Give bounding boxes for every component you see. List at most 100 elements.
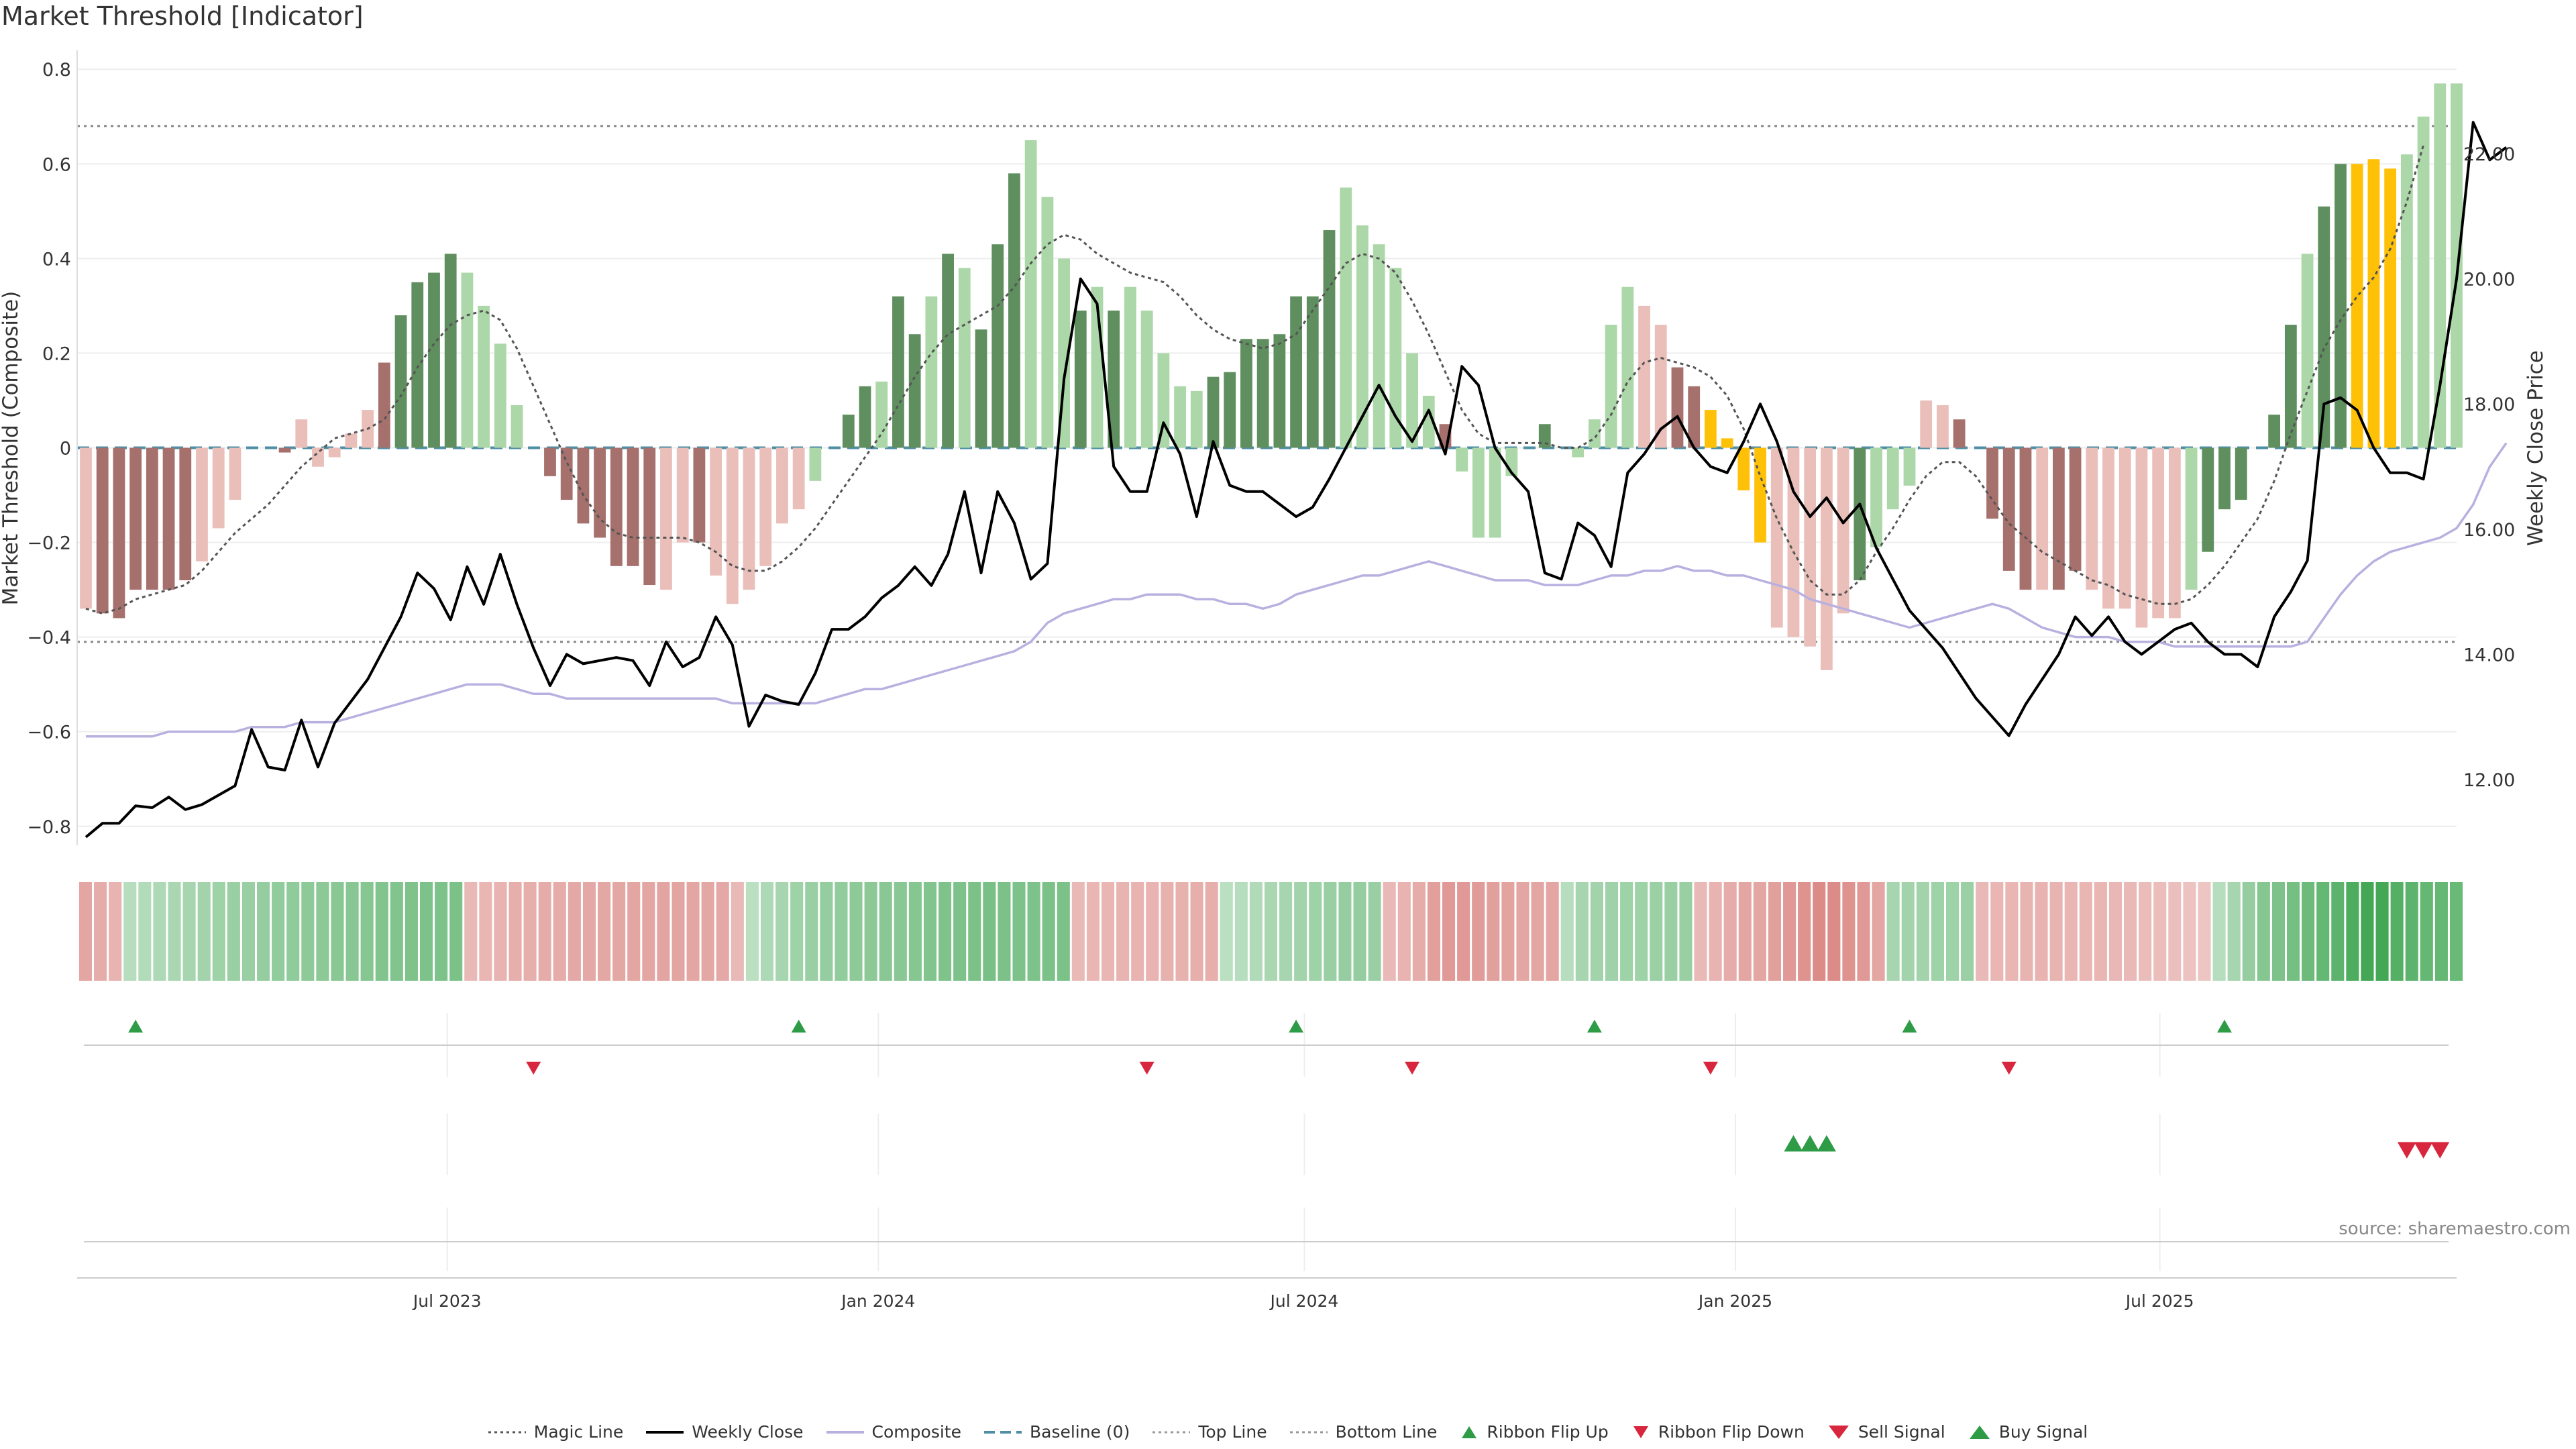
- ribbon-cell: [2153, 882, 2167, 981]
- composite-bar: [1920, 400, 1933, 448]
- ribbon-cell: [1827, 882, 1841, 981]
- composite-bar: [975, 329, 987, 448]
- ribbon-cell: [435, 882, 448, 981]
- composite-bar: [1190, 390, 1203, 448]
- composite-bar: [2052, 447, 2065, 590]
- legend-magic-line: Magic Line: [488, 1422, 623, 1442]
- ribbon-cell: [642, 882, 655, 981]
- x-tick-label: Jul 2025: [2125, 1291, 2194, 1311]
- ribbon-cell: [405, 882, 418, 981]
- ribbon-cell: [316, 882, 329, 981]
- ribbon-cell: [1457, 882, 1470, 981]
- ribbon-cell: [2361, 882, 2374, 981]
- composite-bar: [1074, 310, 1087, 448]
- ribbon-cell: [760, 882, 774, 981]
- ribbon-cell: [2331, 882, 2345, 981]
- ribbon-cell: [879, 882, 892, 981]
- ribbon-cell: [1560, 882, 1574, 981]
- composite-bar: [1456, 447, 1468, 472]
- ribbon-cell: [1042, 882, 1055, 981]
- legend-bottom-line: Bottom Line: [1289, 1422, 1437, 1442]
- composite-bar: [2019, 447, 2032, 590]
- ribbon-cell: [1131, 882, 1144, 981]
- composite-bar: [80, 447, 92, 609]
- ribbon-cell: [582, 882, 596, 981]
- composite-bar: [2218, 447, 2231, 510]
- legend-label: Ribbon Flip Down: [1658, 1422, 1805, 1442]
- legend-weekly-swatch: [646, 1430, 684, 1434]
- ribbon-cell: [1205, 882, 1218, 981]
- composite-bar: [511, 405, 523, 448]
- composite-bar: [2002, 447, 2015, 571]
- composite-bar: [1621, 286, 1634, 448]
- composite-bar: [792, 447, 805, 510]
- composite-bar: [676, 447, 689, 543]
- chart-legend: Magic Line Weekly Close Composite Baseli…: [0, 1422, 2576, 1442]
- ribbon-cell: [998, 882, 1011, 981]
- composite-bar: [1422, 395, 1435, 448]
- legend-label: Sell Signal: [1858, 1422, 1945, 1442]
- legend-baseline-swatch: [983, 1430, 1022, 1434]
- ribbon-cell: [286, 882, 300, 981]
- ribbon-cell: [301, 882, 315, 981]
- ribbon-cell: [1086, 882, 1099, 981]
- ribbon-flip-up-marker: [1902, 1020, 1917, 1033]
- legend-label: Top Line: [1198, 1422, 1267, 1442]
- ribbon-cell: [2108, 882, 2123, 981]
- composite-bar: [1903, 447, 1916, 486]
- left-tick-label: −0.4: [27, 628, 71, 649]
- ribbon-cell: [197, 882, 211, 981]
- ribbon-cell: [1886, 882, 1900, 981]
- composite-bar: [2235, 447, 2247, 500]
- ribbon-cell: [1635, 882, 1648, 981]
- composite-bar: [1870, 447, 1882, 547]
- ribbon-cell: [1442, 882, 1456, 981]
- ribbon-cell: [731, 882, 744, 981]
- ribbon-cell: [1679, 882, 1693, 981]
- ribbon-flip-up-marker: [128, 1020, 144, 1033]
- ribbon-cell: [1620, 882, 1633, 981]
- ribbon-cell: [2390, 882, 2404, 981]
- ribbon-cell: [2346, 882, 2359, 981]
- composite-bar: [809, 447, 822, 481]
- ribbon-cell: [2079, 882, 2092, 981]
- composite-bar: [295, 419, 308, 448]
- composite-bar: [444, 254, 457, 448]
- composite-bar: [1489, 447, 1501, 538]
- ribbon-cell: [864, 882, 877, 981]
- ribbon-cell: [2302, 882, 2315, 981]
- ribbon-cell: [1220, 882, 1233, 981]
- buy-signal-marker: [1801, 1135, 1820, 1152]
- composite-bar: [643, 447, 656, 586]
- ribbon-cell: [1546, 882, 1559, 981]
- composite-bar: [146, 447, 158, 590]
- ribbon-cell: [1945, 882, 1960, 981]
- composite-bar: [2118, 447, 2131, 609]
- left-tick-label: 0: [60, 439, 71, 460]
- composite-bar: [2168, 447, 2181, 619]
- composite-bar: [743, 447, 755, 590]
- composite-bar: [2451, 83, 2463, 448]
- ribbon-cell: [241, 882, 256, 981]
- ribbon-cell: [1575, 882, 1589, 981]
- ribbon-cell: [1353, 882, 1366, 981]
- ribbon-cell: [523, 882, 537, 981]
- composite-bar: [958, 268, 971, 448]
- ribbon-cell: [1487, 882, 1500, 981]
- composite-bar: [1589, 419, 1601, 448]
- ribbon-cell: [1857, 882, 1870, 981]
- composite-bar: [411, 282, 424, 448]
- ribbon-cell: [775, 882, 789, 981]
- legend-ribbon-flip-up: Ribbon Flip Up: [1460, 1422, 1609, 1442]
- ribbon-cell: [701, 882, 714, 981]
- left-tick-label: −0.2: [27, 533, 71, 554]
- ribbon-cell: [123, 882, 137, 981]
- ribbon-cell: [1590, 882, 1603, 981]
- composite-bar: [2152, 447, 2165, 619]
- composite-bar: [2301, 254, 2314, 448]
- legend-label: Ribbon Flip Up: [1487, 1422, 1609, 1442]
- composite-bar: [1837, 447, 1849, 614]
- ribbon-flip-down-marker: [526, 1061, 541, 1075]
- ribbon-cell: [1798, 882, 1811, 981]
